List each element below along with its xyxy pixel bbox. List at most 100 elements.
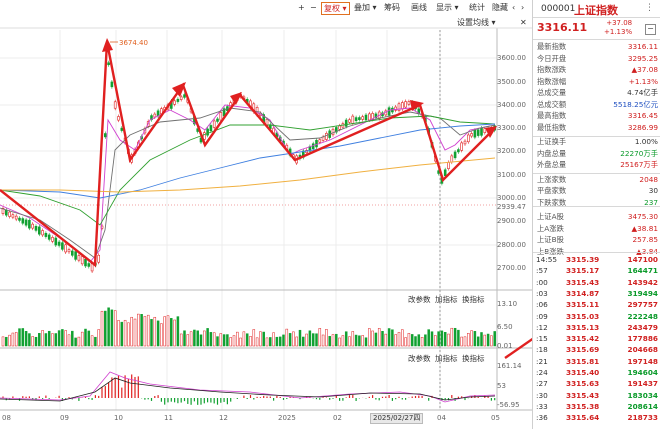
next-icon[interactable]: ›	[521, 3, 525, 12]
volume-bar	[206, 328, 209, 347]
candle-body	[476, 129, 480, 136]
ind-tab-params[interactable]: 改参数	[408, 354, 431, 363]
candle-body	[457, 149, 460, 153]
tick-price: 3315.42	[566, 334, 600, 344]
adjust-dropdown[interactable]: 复权 ▾	[321, 2, 350, 15]
volume-bar	[391, 329, 394, 347]
quote-value: ▲3.84	[636, 246, 658, 256]
volume-bar	[84, 328, 87, 347]
ind-tab-switch-indicator[interactable]: 换指标	[462, 354, 485, 363]
quote-label: 上B涨跌	[537, 246, 564, 256]
display-dropdown[interactable]: 显示 ▾	[436, 3, 459, 12]
candle-body	[41, 230, 44, 236]
volume-bar	[130, 316, 133, 347]
candle-body	[74, 251, 77, 260]
collapse-icon[interactable]: −	[645, 24, 656, 35]
candle-body	[443, 169, 447, 177]
quote-label: 最高指数	[537, 111, 567, 120]
adjust-label: 复权	[324, 4, 340, 13]
quote-row: 最新指数 3316.11	[533, 42, 660, 52]
vol-tab-switch-indicator[interactable]: 换指标	[462, 295, 485, 304]
quote-value: 25167万手	[620, 160, 658, 169]
menu-icon[interactable]: ⋮	[645, 3, 654, 13]
candle-body	[11, 214, 15, 218]
ind-tab-add-indicator[interactable]: 加指标	[435, 354, 458, 363]
candle-body	[315, 139, 318, 148]
volume-bar	[24, 331, 28, 347]
volume-bar	[483, 334, 487, 347]
candle-body	[374, 113, 378, 119]
overlay-dropdown[interactable]: 叠加 ▾	[354, 3, 377, 12]
volume-bar	[236, 331, 239, 347]
volume-bar	[242, 331, 246, 347]
close-icon[interactable]: ✕	[520, 18, 527, 27]
candle-body	[51, 237, 54, 242]
volume-bar	[341, 335, 345, 347]
zoom-out-button[interactable]: −	[310, 3, 317, 12]
volume-bar	[146, 314, 150, 347]
candle-body	[117, 116, 120, 121]
indicator-tick: 161.14	[497, 362, 522, 370]
candle-body	[71, 250, 74, 256]
candle-body	[44, 232, 48, 237]
volume-bar	[38, 333, 41, 347]
volume-bar	[94, 336, 97, 347]
draw-line-button[interactable]: 画线	[411, 3, 427, 12]
quote-value: 3286.99	[627, 122, 658, 132]
volume-bar	[120, 321, 124, 347]
kline-chart-panel[interactable]: + − 复权 ▾ 叠加 ▾ 筹码 画线 显示 ▾ 统计 隐藏 ‹ › 设置均线 …	[0, 0, 532, 429]
volume-bar	[486, 333, 490, 347]
volume-bar	[470, 330, 473, 347]
volume-bar	[427, 329, 430, 347]
volume-bar	[5, 336, 8, 347]
volume-bar	[460, 336, 463, 347]
quote-row: 上A涨跌 ▲38.81	[533, 224, 660, 234]
quote-row: 最低指数 3286.99	[533, 123, 660, 133]
candle-body	[8, 211, 11, 217]
candle-body	[361, 116, 365, 120]
vol-tab-add-indicator[interactable]: 加指标	[435, 295, 458, 304]
ma-setting-dropdown[interactable]: 设置均线 ▾	[457, 18, 496, 27]
volume-bar	[226, 334, 229, 347]
quote-label: 外盘总量	[537, 160, 567, 169]
indicator-tick: -56.95	[497, 401, 520, 409]
tick-time: :33	[536, 401, 548, 411]
quote-row: 下跌家数 237	[533, 198, 660, 208]
tick-volume: 183034	[627, 390, 658, 400]
chip-button[interactable]: 筹码	[384, 3, 400, 12]
date-tick: 08	[2, 414, 11, 422]
zoom-in-button[interactable]: +	[298, 3, 305, 12]
quote-label: 平盘家数	[537, 186, 567, 195]
stats-button[interactable]: 统计	[469, 3, 485, 12]
volume-bar	[47, 330, 51, 347]
volume-bar	[107, 307, 110, 347]
candle-body	[473, 130, 477, 138]
annotation-arrows	[0, 41, 532, 359]
quote-label: 总成交量	[537, 88, 567, 97]
tick-volume: 197148	[627, 356, 658, 366]
volume-bar	[331, 334, 335, 347]
tick-price: 3315.64	[566, 413, 600, 423]
quote-label: 今日开盘	[537, 53, 567, 63]
volume-bar	[163, 316, 166, 347]
volume-bar	[490, 335, 493, 347]
vol-tab-params[interactable]: 改参数	[408, 295, 431, 304]
candle-body	[150, 115, 153, 121]
chart-canvas: 3674.40	[0, 27, 532, 411]
volume-bar	[100, 310, 104, 347]
volume-bar	[44, 333, 48, 347]
candle-body	[47, 234, 51, 240]
candle-body	[470, 133, 473, 137]
volume-bar	[71, 330, 74, 347]
cursor-date-label: 2025/02/27四	[370, 413, 424, 424]
hide-button[interactable]: 隐藏	[492, 3, 508, 12]
volume-bar	[153, 316, 157, 347]
volume-bar	[90, 335, 94, 347]
quote-row: 上B涨跌 ▲3.84	[533, 247, 660, 257]
date-tick: 09	[60, 414, 69, 422]
candle-body	[397, 103, 401, 111]
candle-body	[97, 254, 100, 263]
prev-icon[interactable]: ‹	[512, 3, 516, 12]
price-tick: 2800.00	[497, 241, 526, 249]
volume-bar	[61, 329, 64, 347]
